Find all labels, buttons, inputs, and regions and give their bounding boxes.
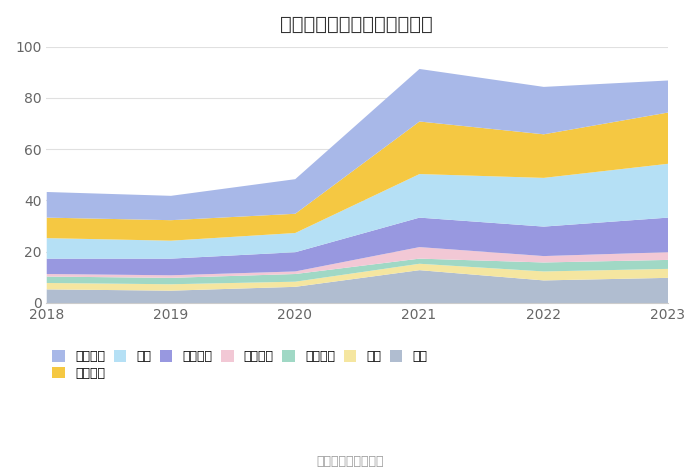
Title: 历年主要资产堆积图（亿元）: 历年主要资产堆积图（亿元）: [281, 15, 433, 34]
Legend: 货币资金, 应收账款, 存货, 固定资产, 在建工程, 元形资产, 寄著, 其它: 货币资金, 应收账款, 存货, 固定资产, 在建工程, 元形资产, 寄著, 其它: [52, 350, 428, 380]
Text: 数据来源：恒生聚源: 数据来源：恒生聚源: [316, 455, 384, 467]
